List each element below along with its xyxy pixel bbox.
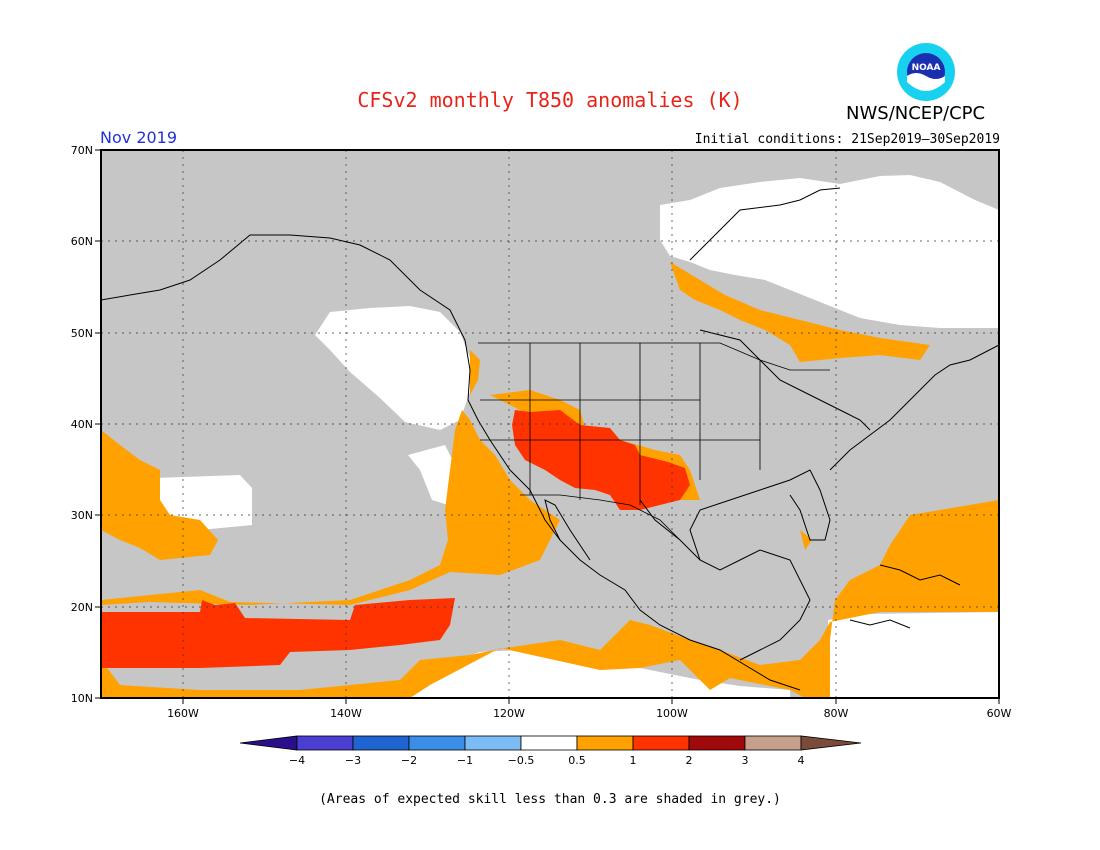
lat-label: 40N (71, 418, 93, 431)
colorbar (239, 735, 862, 751)
colorbar-tick-label: −1 (457, 754, 473, 767)
axis-ticks (95, 149, 1000, 704)
lat-label: 50N (71, 327, 93, 340)
lon-label: 80W (824, 707, 849, 720)
colorbar-segment (520, 735, 578, 751)
colorbar-tick-label: −2 (401, 754, 417, 767)
latitude-labels: 10N 20N 30N 40N 50N 60N 70N (71, 144, 93, 705)
colorbar-arrow-low (239, 735, 298, 751)
colorbar-tick-label: −0.5 (508, 754, 535, 767)
lon-label: 60W (987, 707, 1012, 720)
colorbar-tick-label: 2 (686, 754, 693, 767)
colorbar-segment (408, 735, 466, 751)
lat-label: 20N (71, 601, 93, 614)
lat-label: 10N (71, 692, 93, 705)
colorbar-segment (296, 735, 354, 751)
noaa-logo: NOAA (897, 43, 955, 101)
longitude-labels: 160W 140W 120W 100W 80W 60W (167, 707, 1011, 720)
colorbar-tick-label: 4 (798, 754, 805, 767)
colorbar-segment (688, 735, 746, 751)
map-title: CFSv2 monthly T850 anomalies (K) (357, 88, 743, 112)
skill-footnote: (Areas of expected skill less than 0.3 a… (319, 792, 781, 807)
colorbar-tick-label: −3 (345, 754, 361, 767)
colorbar-tick-label: 3 (742, 754, 749, 767)
colorbar-segment (464, 735, 522, 751)
colorbar-arrow-high (800, 735, 862, 751)
svg-text:NOAA: NOAA (912, 63, 941, 73)
colorbar-segment (352, 735, 410, 751)
lon-label: 120W (493, 707, 525, 720)
colorbar-segment (632, 735, 690, 751)
lat-label: 60N (71, 235, 93, 248)
forecast-month: Nov 2019 (100, 128, 178, 147)
neutral-regions (150, 175, 999, 698)
colorbar-segment (744, 735, 802, 751)
colorbar-segment (576, 735, 634, 751)
lon-label: 140W (330, 707, 362, 720)
colorbar-labels: −4 −3 −2 −1 −0.5 0.5 1 2 3 4 (289, 754, 805, 767)
lon-label: 160W (167, 707, 199, 720)
agency-label: NWS/NCEP/CPC (846, 103, 986, 124)
anomaly-1-2-regions (101, 410, 690, 668)
colorbar-tick-label: −4 (289, 754, 305, 767)
lat-label: 30N (71, 509, 93, 522)
lat-label: 70N (71, 144, 93, 157)
initial-conditions: Initial conditions: 21Sep2019—30Sep2019 (694, 132, 1000, 147)
colorbar-tick-label: 1 (630, 754, 637, 767)
lon-label: 100W (656, 707, 688, 720)
colorbar-tick-label: 0.5 (568, 754, 586, 767)
map-grid (101, 150, 999, 698)
coastlines (100, 187, 1000, 691)
